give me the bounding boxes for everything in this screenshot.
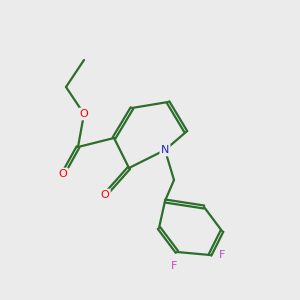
Text: O: O <box>100 190 109 200</box>
Text: O: O <box>58 169 68 179</box>
Text: N: N <box>161 145 169 155</box>
Text: F: F <box>171 261 177 271</box>
Text: F: F <box>219 250 225 260</box>
Text: O: O <box>80 109 88 119</box>
